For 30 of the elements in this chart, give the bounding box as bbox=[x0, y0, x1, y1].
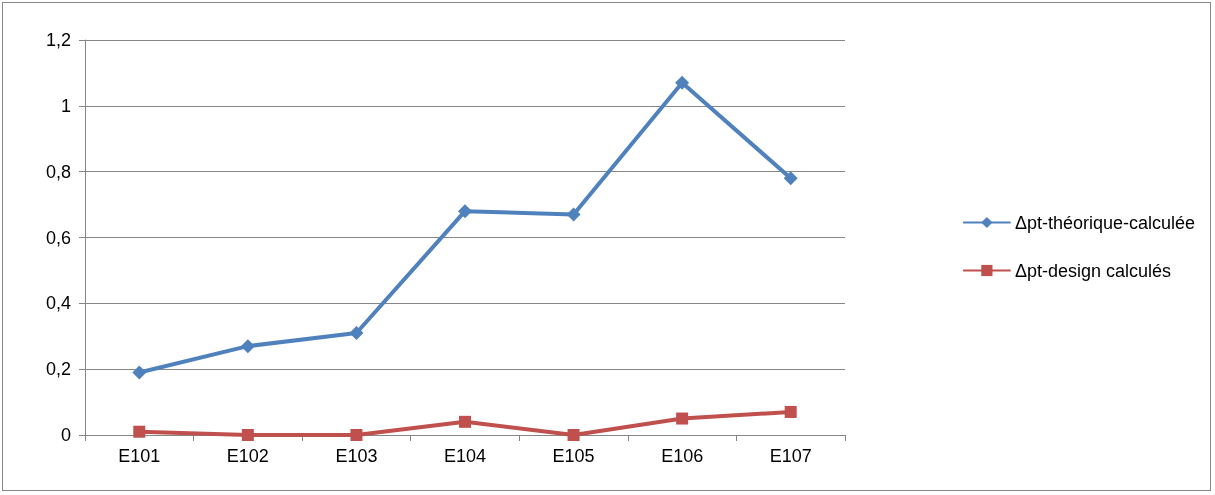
x-tick-label: E106 bbox=[661, 446, 704, 466]
x-tick-label: E102 bbox=[226, 446, 269, 466]
point bbox=[459, 415, 471, 428]
point bbox=[133, 425, 146, 438]
legend-label: Δpt-théorique-calculée bbox=[1014, 212, 1195, 233]
y-tick-label: 0,4 bbox=[45, 293, 71, 314]
legend-label: Δpt-design calculés bbox=[1014, 260, 1171, 281]
point bbox=[566, 207, 581, 222]
y-tick-label: 1 bbox=[60, 95, 71, 116]
y-tick-label: 0,8 bbox=[45, 161, 71, 182]
point bbox=[350, 429, 363, 441]
x-tick-label: E104 bbox=[443, 446, 487, 466]
point bbox=[241, 429, 254, 441]
point bbox=[676, 412, 689, 425]
y-tick-label: 1,2 bbox=[45, 30, 71, 50]
y-tick-label: 0,6 bbox=[45, 227, 71, 248]
x-tick-label: E101 bbox=[118, 446, 161, 466]
point bbox=[240, 339, 255, 354]
x-tick-label: E103 bbox=[335, 446, 378, 466]
y-tick-label: 0 bbox=[60, 425, 71, 445]
x-tick-label: E105 bbox=[552, 446, 595, 466]
point bbox=[784, 405, 797, 418]
x-tick-label: E107 bbox=[769, 446, 812, 466]
point bbox=[132, 365, 147, 380]
point bbox=[458, 204, 472, 219]
point bbox=[567, 429, 580, 441]
y-tick-label: 0,2 bbox=[45, 359, 71, 380]
point bbox=[675, 75, 690, 90]
point bbox=[349, 325, 364, 340]
point bbox=[783, 171, 798, 186]
